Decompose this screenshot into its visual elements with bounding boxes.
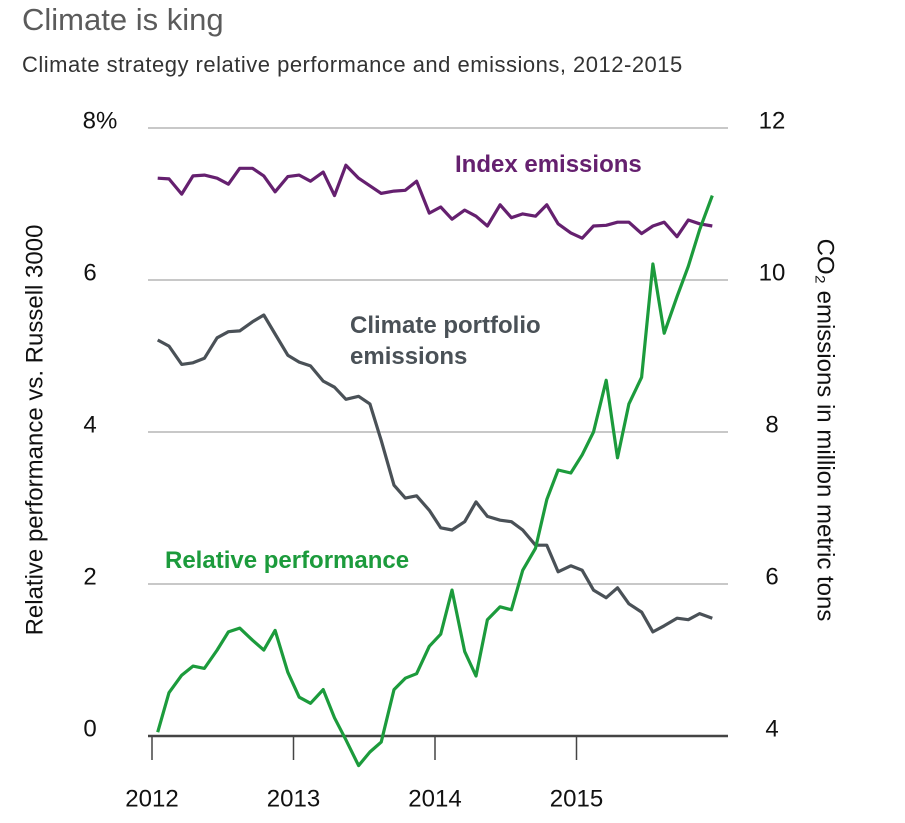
series-label: Relative performance (165, 547, 410, 574)
x-tick-label: 2014 (408, 785, 461, 812)
y-tick-label: 8% (83, 107, 118, 134)
series-label: Index emissions (455, 151, 642, 178)
series-label: Climate portfolio emissions (350, 312, 541, 370)
y-tick-label: 4 (83, 411, 96, 438)
y2-tick-label: 4 (765, 715, 778, 742)
y2-tick-label: 10 (759, 259, 786, 286)
chart-subtitle: Climate strategy relative performance an… (22, 52, 683, 77)
series-line (156, 195, 714, 768)
y2-axis-label: CO₂ emissions in million metric tons (812, 239, 839, 622)
x-tick-label: 2013 (267, 785, 320, 812)
y-tick-label: 0 (83, 715, 96, 742)
y2-tick-label: 6 (765, 563, 778, 590)
chart-title: Climate is king (22, 2, 224, 37)
y-tick-label: 2 (83, 563, 96, 590)
x-tick-label: 2015 (550, 785, 603, 812)
y2-tick-label: 12 (759, 107, 786, 134)
y-axis-label: Relative performance vs. Russell 3000 (21, 225, 48, 636)
series-line (156, 313, 713, 634)
y-tick-label: 6 (83, 259, 96, 286)
y2-tick-label: 8 (765, 411, 778, 438)
series-line (157, 163, 713, 240)
x-tick-label: 2012 (125, 785, 178, 812)
